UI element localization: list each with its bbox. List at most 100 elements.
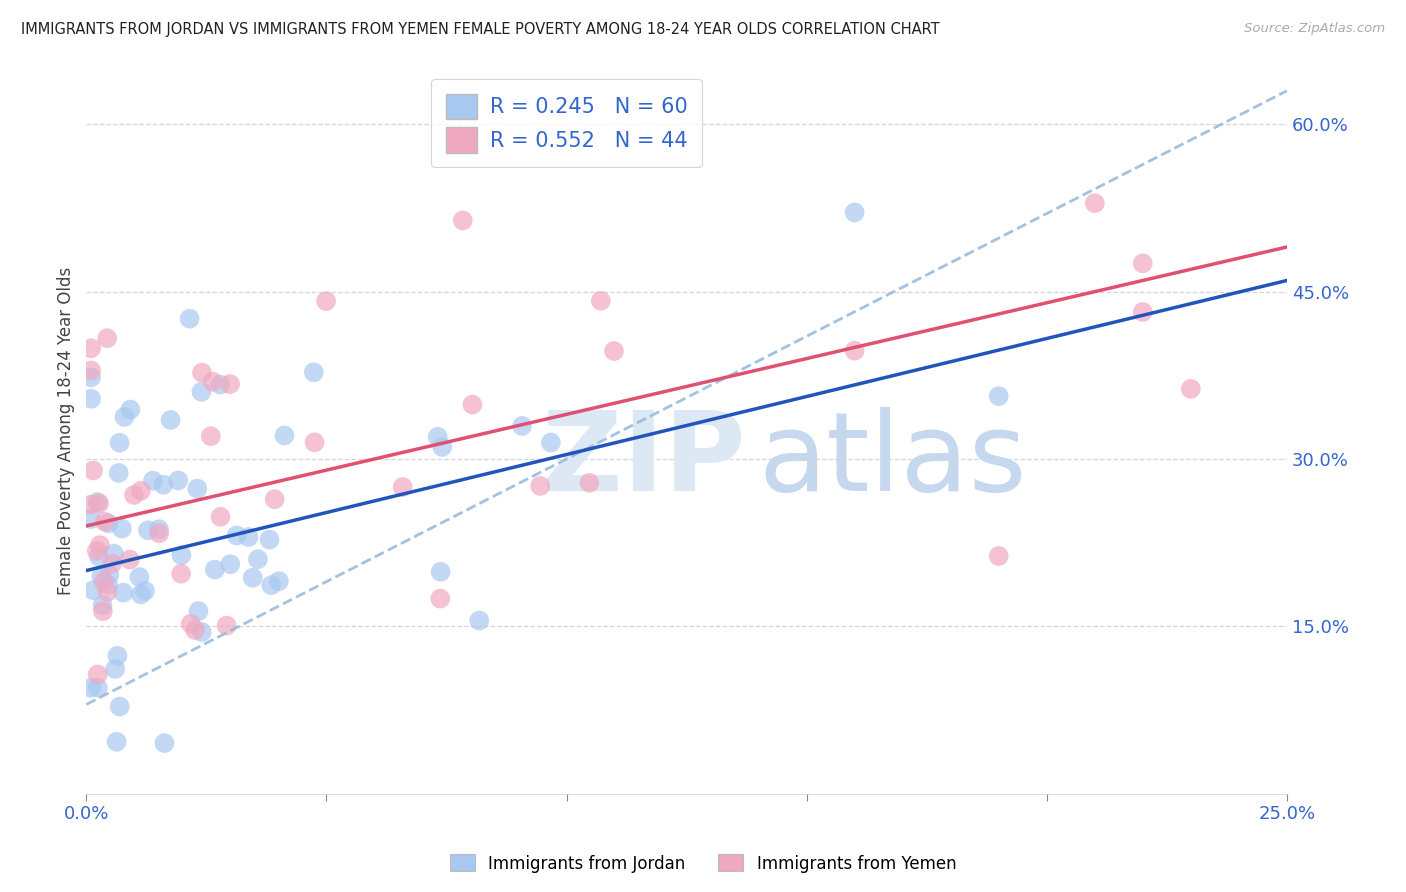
Point <box>510 419 533 434</box>
Point <box>104 662 127 676</box>
Point <box>80 341 103 355</box>
Text: IMMIGRANTS FROM JORDAN VS IMMIGRANTS FROM YEMEN FEMALE POVERTY AMONG 18-24 YEAR : IMMIGRANTS FROM JORDAN VS IMMIGRANTS FRO… <box>21 22 939 37</box>
Point <box>152 477 174 491</box>
Point <box>190 384 212 399</box>
Point <box>273 428 295 442</box>
Point <box>304 435 326 450</box>
Point <box>86 544 108 558</box>
Point <box>128 570 150 584</box>
Point <box>987 389 1010 403</box>
Point <box>108 435 131 450</box>
Point <box>225 528 247 542</box>
Point <box>120 402 142 417</box>
Point <box>179 311 201 326</box>
Point <box>97 578 120 592</box>
Point <box>82 583 104 598</box>
Point <box>200 429 222 443</box>
Point <box>80 512 103 526</box>
Point <box>844 343 866 358</box>
Point <box>159 413 181 427</box>
Point <box>426 430 449 444</box>
Point <box>209 509 232 524</box>
Point <box>80 681 103 695</box>
Point <box>429 591 451 606</box>
Legend: R = 0.245   N = 60, R = 0.552   N = 44: R = 0.245 N = 60, R = 0.552 N = 44 <box>432 78 702 168</box>
Point <box>103 547 125 561</box>
Text: Source: ZipAtlas.com: Source: ZipAtlas.com <box>1244 22 1385 36</box>
Point <box>80 498 103 512</box>
Point <box>96 331 118 345</box>
Point <box>201 375 224 389</box>
Point <box>540 435 562 450</box>
Point <box>80 370 103 384</box>
Point <box>259 533 281 547</box>
Point <box>468 614 491 628</box>
Point <box>315 294 337 309</box>
Point <box>136 523 159 537</box>
Point <box>80 363 103 377</box>
Point <box>97 516 120 531</box>
Point <box>87 549 110 564</box>
Point <box>98 568 121 582</box>
Point <box>111 522 134 536</box>
Point <box>134 583 156 598</box>
Text: ZIP: ZIP <box>543 407 745 514</box>
Point <box>167 474 190 488</box>
Point <box>184 623 207 637</box>
Point <box>215 618 238 632</box>
Point <box>142 474 165 488</box>
Point <box>89 496 111 510</box>
Point <box>93 574 115 589</box>
Point <box>82 463 104 477</box>
Point <box>86 667 108 681</box>
Point <box>86 495 108 509</box>
Point <box>87 681 110 695</box>
Point <box>391 480 413 494</box>
Point <box>429 565 451 579</box>
Point <box>242 571 264 585</box>
Point <box>105 735 128 749</box>
Point <box>461 398 484 412</box>
Point <box>180 616 202 631</box>
Point <box>219 377 242 392</box>
Point <box>1180 382 1202 396</box>
Point <box>89 538 111 552</box>
Point <box>91 604 114 618</box>
Point <box>209 377 232 392</box>
Point <box>153 736 176 750</box>
Point <box>246 552 269 566</box>
Point <box>529 479 551 493</box>
Point <box>129 483 152 498</box>
Point <box>129 587 152 601</box>
Point <box>589 293 612 308</box>
Point <box>263 492 285 507</box>
Point <box>148 526 170 541</box>
Point <box>187 604 209 618</box>
Point <box>170 566 193 581</box>
Point <box>107 648 129 663</box>
Point <box>302 365 325 379</box>
Point <box>451 213 474 227</box>
Point <box>578 475 600 490</box>
Point <box>1084 196 1107 211</box>
Point <box>260 578 283 592</box>
Point <box>94 515 117 529</box>
Text: atlas: atlas <box>759 407 1028 514</box>
Point <box>219 557 242 571</box>
Point <box>238 530 260 544</box>
Point <box>186 482 208 496</box>
Point <box>170 548 193 562</box>
Legend: Immigrants from Jordan, Immigrants from Yemen: Immigrants from Jordan, Immigrants from … <box>443 847 963 880</box>
Point <box>118 552 141 566</box>
Point <box>191 366 214 380</box>
Point <box>101 557 124 571</box>
Point <box>90 569 112 583</box>
Point <box>108 699 131 714</box>
Point <box>987 549 1010 563</box>
Point <box>1132 256 1154 270</box>
Point <box>148 522 170 536</box>
Point <box>80 392 103 406</box>
Y-axis label: Female Poverty Among 18-24 Year Olds: Female Poverty Among 18-24 Year Olds <box>58 267 75 595</box>
Point <box>432 440 454 454</box>
Point <box>122 488 145 502</box>
